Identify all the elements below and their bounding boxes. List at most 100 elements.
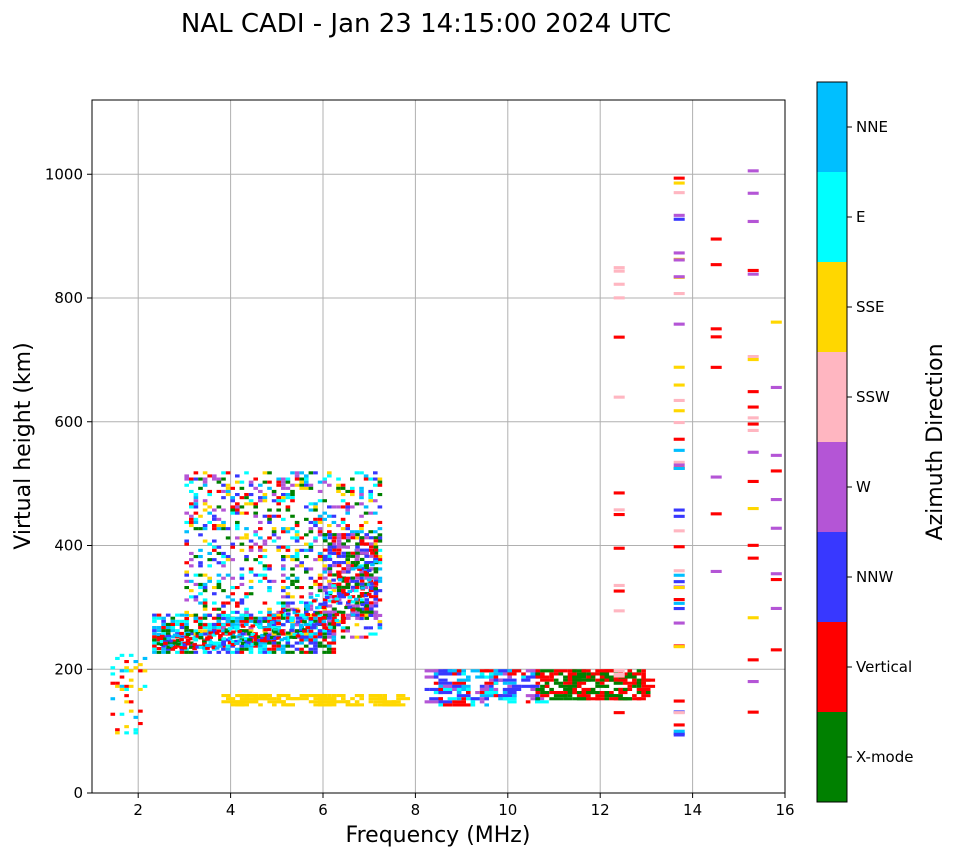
echo-mark bbox=[152, 641, 157, 645]
echo-mark bbox=[221, 524, 226, 528]
echo-mark bbox=[244, 511, 249, 515]
echo-mark bbox=[218, 635, 223, 639]
echo-mark bbox=[302, 629, 307, 633]
echo-mark bbox=[198, 555, 203, 559]
echo-mark bbox=[346, 582, 351, 586]
echo-mark bbox=[239, 486, 245, 490]
echo-mark bbox=[119, 684, 125, 688]
echo-mark bbox=[192, 636, 197, 640]
echo-mark bbox=[368, 613, 373, 617]
echo-mark bbox=[285, 555, 291, 559]
echo-mark bbox=[165, 626, 171, 630]
echo-mark bbox=[613, 491, 625, 495]
echo-mark bbox=[355, 561, 360, 565]
echo-mark bbox=[336, 539, 342, 543]
echo-mark bbox=[276, 636, 281, 640]
echo-mark bbox=[340, 520, 346, 524]
echo-mark bbox=[253, 694, 259, 698]
echo-mark bbox=[305, 603, 310, 607]
echo-mark bbox=[336, 524, 341, 528]
echo-mark bbox=[189, 517, 194, 521]
echo-mark bbox=[489, 675, 494, 679]
colorbar-segment bbox=[817, 82, 847, 172]
echo-mark bbox=[285, 635, 291, 639]
echo-mark bbox=[327, 524, 332, 528]
echo-mark bbox=[110, 666, 116, 670]
echo-mark bbox=[336, 483, 341, 487]
echo-mark bbox=[304, 570, 309, 574]
echo-mark bbox=[327, 585, 333, 589]
echo-mark bbox=[326, 629, 332, 633]
echo-mark bbox=[359, 557, 365, 561]
echo-mark bbox=[590, 691, 596, 695]
echo-mark bbox=[258, 489, 263, 493]
echo-mark bbox=[373, 536, 379, 540]
echo-mark bbox=[225, 558, 231, 562]
echo-mark bbox=[636, 669, 642, 673]
echo-mark bbox=[429, 697, 443, 701]
echo-mark bbox=[244, 496, 249, 500]
echo-mark bbox=[355, 545, 360, 549]
echo-mark bbox=[175, 613, 180, 617]
echo-mark bbox=[156, 626, 162, 630]
echo-mark bbox=[317, 632, 323, 636]
echo-mark bbox=[572, 669, 577, 673]
echo-mark bbox=[128, 684, 134, 688]
echo-mark bbox=[327, 567, 333, 571]
echo-mark bbox=[354, 601, 360, 605]
echo-mark bbox=[269, 636, 275, 640]
echo-mark bbox=[308, 576, 314, 580]
echo-mark bbox=[368, 499, 373, 503]
echo-mark bbox=[318, 605, 323, 609]
echo-mark bbox=[239, 650, 245, 654]
echo-mark bbox=[184, 561, 189, 565]
echo-mark bbox=[313, 502, 318, 506]
echo-mark bbox=[308, 604, 314, 608]
echo-mark bbox=[336, 548, 342, 552]
echo-mark bbox=[363, 635, 369, 639]
echo-mark bbox=[156, 629, 162, 633]
echo-mark bbox=[258, 536, 263, 540]
echo-mark bbox=[345, 586, 350, 590]
echo-mark bbox=[295, 609, 301, 613]
echo-mark bbox=[581, 697, 587, 701]
echo-mark bbox=[221, 604, 226, 608]
echo-mark bbox=[276, 483, 281, 487]
echo-mark bbox=[281, 573, 286, 577]
echo-mark bbox=[253, 642, 259, 646]
echo-mark bbox=[613, 269, 625, 273]
echo-mark bbox=[747, 543, 759, 547]
echo-mark bbox=[182, 646, 188, 650]
echo-mark bbox=[553, 691, 559, 695]
echo-mark bbox=[276, 496, 281, 500]
echo-mark bbox=[673, 508, 685, 512]
echo-mark bbox=[747, 710, 759, 714]
echo-mark bbox=[350, 477, 355, 481]
echo-mark bbox=[359, 471, 364, 475]
echo-mark bbox=[710, 237, 722, 241]
echo-mark bbox=[214, 646, 220, 650]
echo-mark bbox=[290, 527, 295, 531]
echo-mark bbox=[280, 616, 286, 620]
echo-mark bbox=[340, 499, 346, 503]
echo-mark bbox=[470, 700, 476, 704]
echo-mark bbox=[747, 268, 759, 272]
echo-mark bbox=[313, 694, 328, 698]
echo-mark bbox=[221, 617, 226, 621]
echo-mark bbox=[207, 579, 212, 583]
echo-mark bbox=[240, 632, 246, 636]
echo-mark bbox=[188, 641, 194, 645]
echo-mark bbox=[230, 496, 235, 500]
echo-mark bbox=[244, 595, 249, 599]
echo-mark bbox=[198, 601, 203, 605]
echo-mark bbox=[364, 542, 369, 546]
echo-mark bbox=[366, 583, 372, 587]
echo-mark bbox=[115, 684, 120, 688]
echo-mark bbox=[262, 647, 268, 651]
echo-mark bbox=[271, 530, 277, 534]
echo-mark bbox=[377, 483, 383, 487]
echo-mark bbox=[230, 511, 235, 515]
echo-mark bbox=[345, 527, 350, 531]
echo-mark bbox=[346, 601, 351, 605]
echo-mark bbox=[202, 623, 208, 627]
